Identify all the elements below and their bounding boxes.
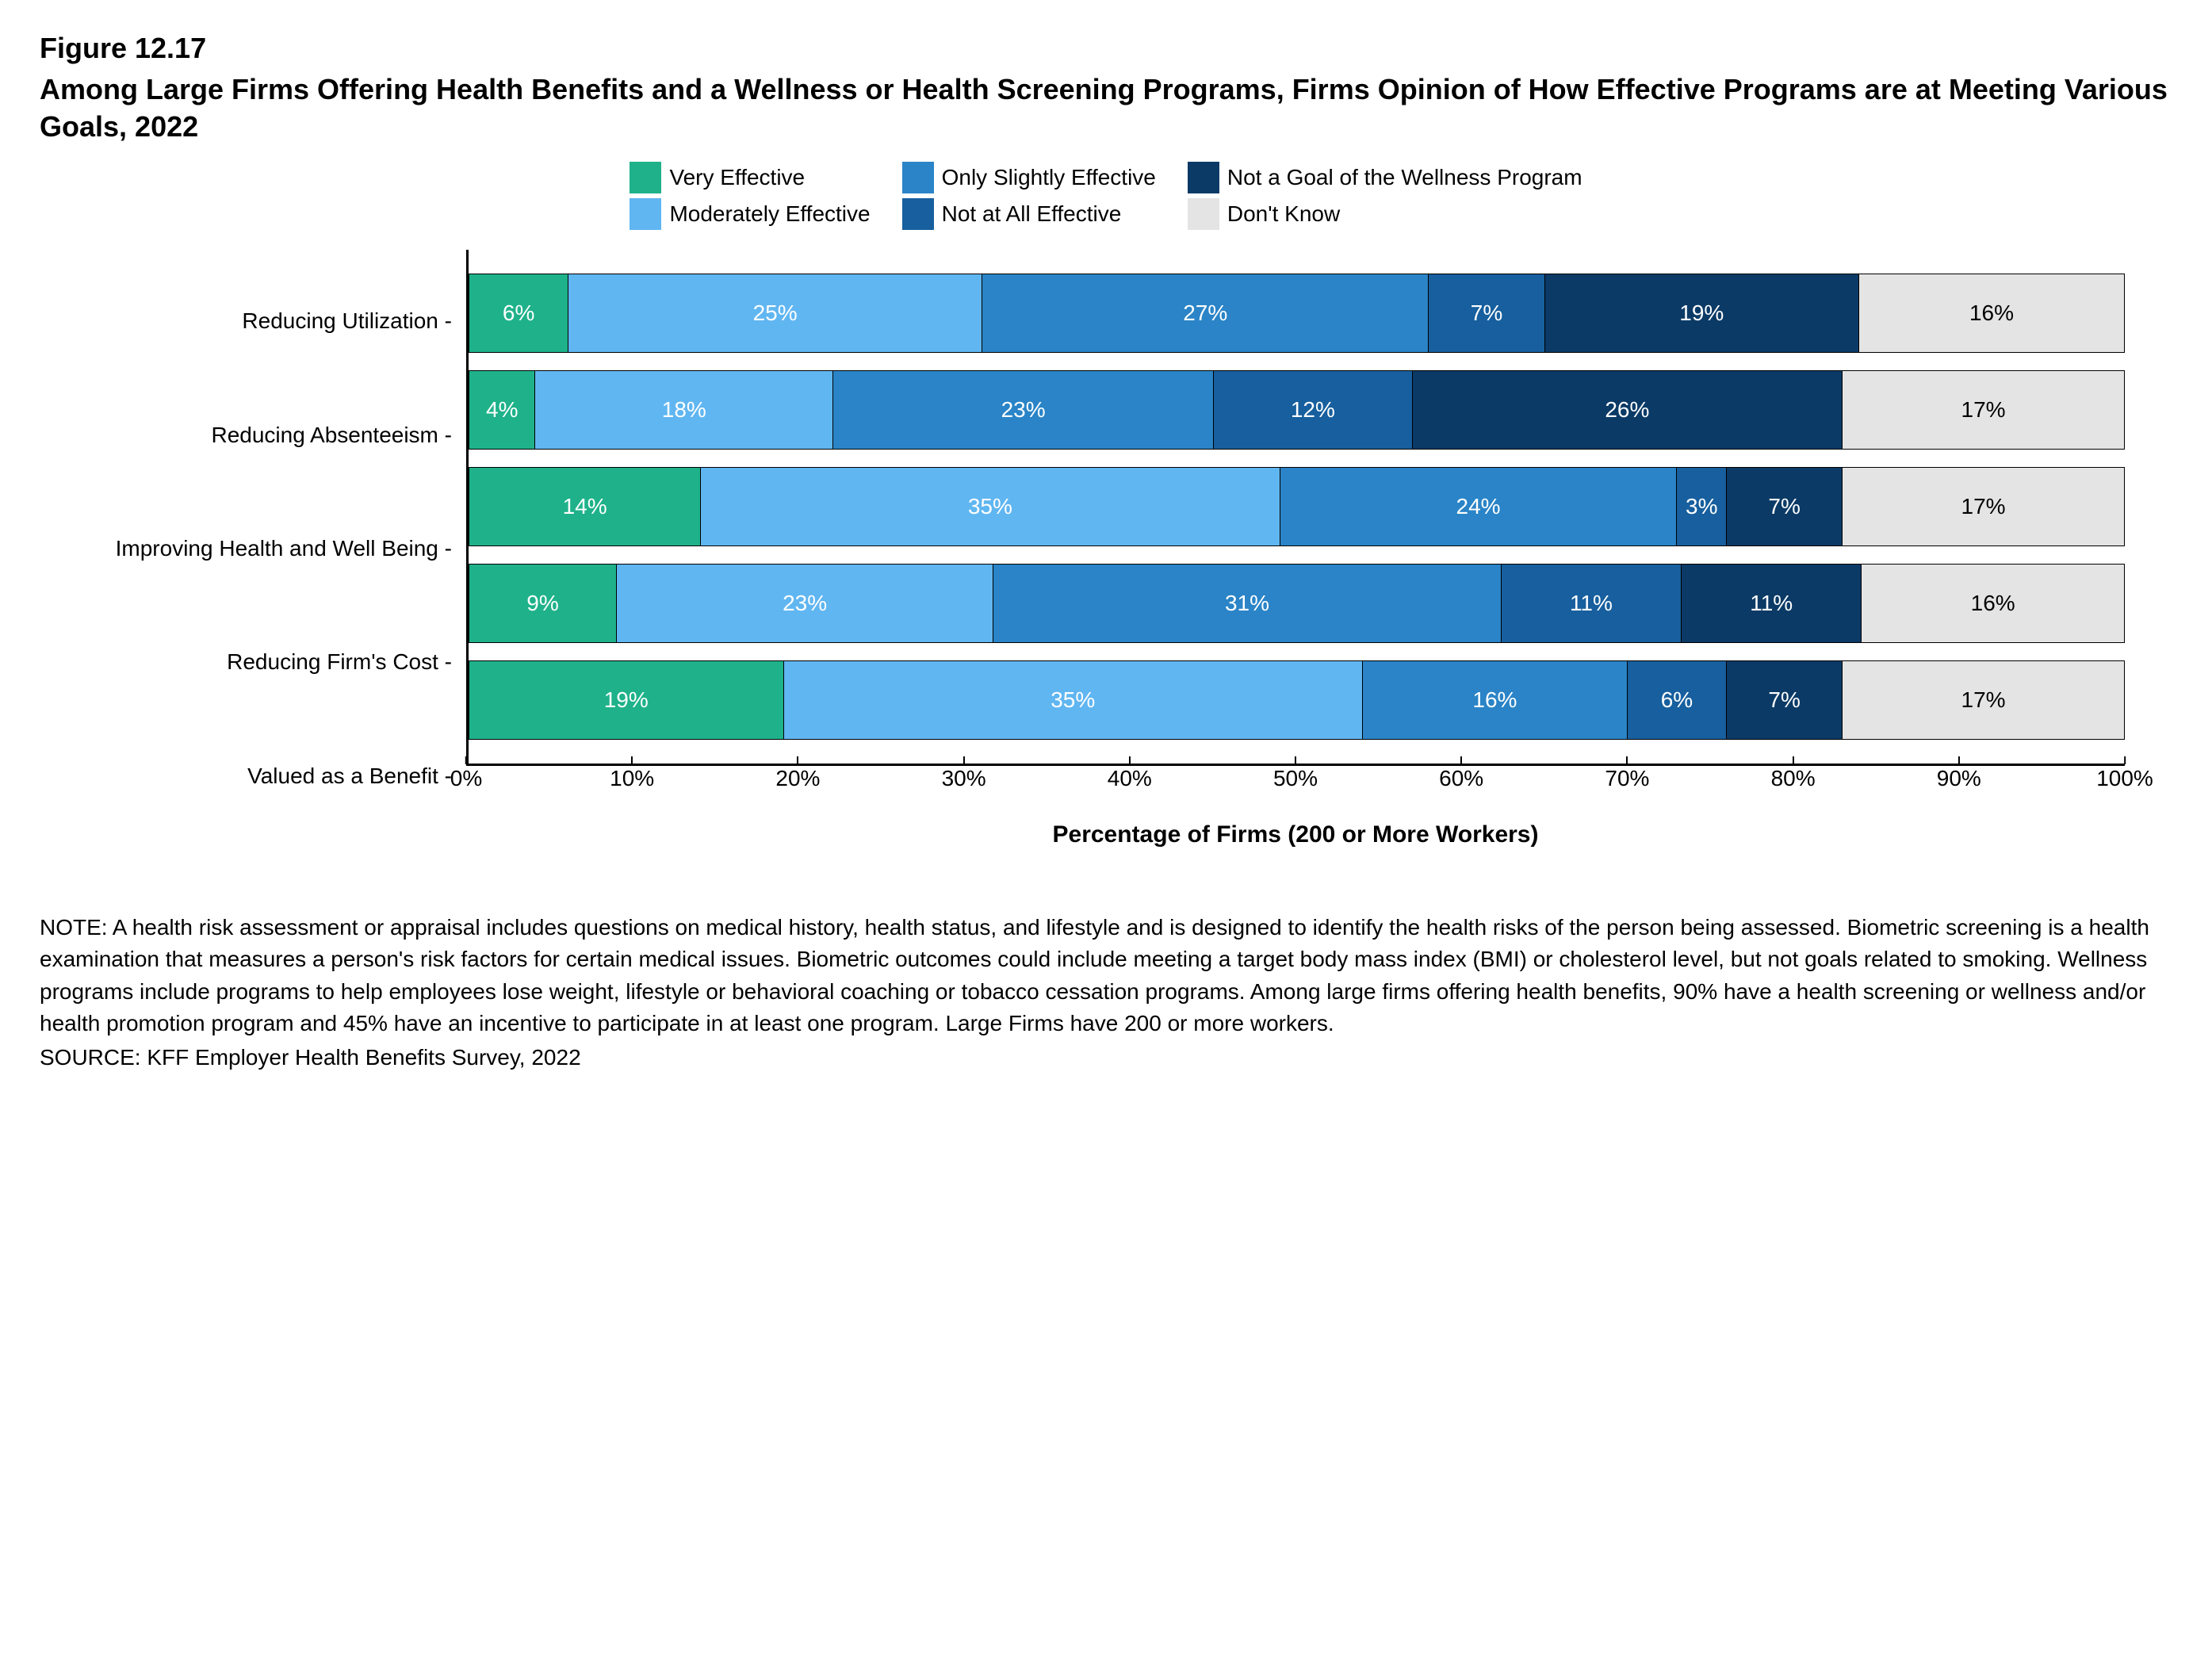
figure-label: Figure 12.17 <box>40 32 2172 65</box>
legend-item: Not at All Effective <box>902 198 1156 230</box>
bar-segment: 17% <box>1843 661 2124 739</box>
legend-label: Not a Goal of the Wellness Program <box>1227 165 1582 190</box>
bar-segment: 7% <box>1429 274 1544 352</box>
bar-segment: 31% <box>993 565 1502 642</box>
category-label: Reducing Absenteeism - <box>40 396 452 475</box>
legend-item: Only Slightly Effective <box>902 162 1156 193</box>
legend-swatch <box>1188 198 1219 230</box>
x-tick: 80% <box>1771 766 1816 791</box>
bar-segment: 17% <box>1843 371 2124 449</box>
x-tick: 0% <box>450 766 482 791</box>
category-label: Valued as a Benefit - <box>40 737 452 816</box>
bar-segment: 18% <box>535 371 833 449</box>
legend-item: Moderately Effective <box>630 198 870 230</box>
bar-segment: 12% <box>1214 371 1412 449</box>
x-tick: 20% <box>775 766 820 791</box>
x-tick: 50% <box>1273 766 1318 791</box>
chart: Reducing Utilization - Reducing Absenteei… <box>40 250 2125 848</box>
bar-segment: 24% <box>1280 468 1678 545</box>
x-tick: 90% <box>1937 766 1981 791</box>
y-axis-labels: Reducing Utilization - Reducing Absenteei… <box>40 250 466 848</box>
legend-label: Only Slightly Effective <box>942 165 1156 190</box>
bar-segment: 16% <box>1862 565 2124 642</box>
legend-swatch <box>630 162 661 193</box>
bar-segment: 7% <box>1727 661 1843 739</box>
category-label: Reducing Firm's Cost - <box>40 622 452 702</box>
bar-segment: 23% <box>617 565 993 642</box>
bar-segment: 6% <box>469 274 568 352</box>
legend-label: Not at All Effective <box>942 201 1122 227</box>
legend-item: Don't Know <box>1188 198 1582 230</box>
bar-segment: 9% <box>469 565 617 642</box>
bar-segment: 4% <box>469 371 535 449</box>
bar-segment: 3% <box>1677 468 1727 545</box>
bar-segment: 35% <box>701 468 1280 545</box>
legend-label: Very Effective <box>669 165 805 190</box>
bar-segment: 14% <box>469 468 701 545</box>
x-tick: 70% <box>1605 766 1649 791</box>
category-label: Improving Health and Well Being - <box>40 509 452 588</box>
bar-segment: 7% <box>1727 468 1843 545</box>
bar-segment: 19% <box>1545 274 1860 352</box>
x-tick: 30% <box>942 766 986 791</box>
bar-segment: 35% <box>784 661 1363 739</box>
legend-item: Not a Goal of the Wellness Program <box>1188 162 1582 193</box>
bar-segment: 27% <box>982 274 1429 352</box>
bar-segment: 25% <box>568 274 982 352</box>
legend-label: Don't Know <box>1227 201 1340 227</box>
x-tick: 10% <box>610 766 654 791</box>
note-text: NOTE: A health risk assessment or apprai… <box>40 912 2172 1040</box>
x-axis-label: Percentage of Firms (200 or More Workers… <box>466 821 2125 848</box>
x-tick: 40% <box>1108 766 1152 791</box>
bar-segment: 11% <box>1682 565 1862 642</box>
bar-segment: 16% <box>1363 661 1628 739</box>
bar-segment: 6% <box>1628 661 1727 739</box>
bar-segment: 17% <box>1843 468 2124 545</box>
legend-label: Moderately Effective <box>669 201 870 227</box>
figure-title: Among Large Firms Offering Health Benefi… <box>40 71 2172 146</box>
bar-segment: 16% <box>1859 274 2124 352</box>
category-label: Reducing Utilization - <box>40 281 452 361</box>
bar-segment: 26% <box>1413 371 1843 449</box>
legend-swatch <box>902 162 934 193</box>
plot-area: 6%25%27%7%19%16%4%18%23%12%26%17%14%35%2… <box>466 250 2125 766</box>
bar-row: 6%25%27%7%19%16% <box>469 274 2125 353</box>
legend: Very Effective Only Slightly Effective Not… <box>40 162 2172 230</box>
bar-row: 4%18%23%12%26%17% <box>469 370 2125 450</box>
source-text: SOURCE: KFF Employer Health Benefits Sur… <box>40 1045 2172 1070</box>
bar-row: 14%35%24%3%7%17% <box>469 467 2125 546</box>
legend-swatch <box>1188 162 1219 193</box>
legend-swatch <box>630 198 661 230</box>
bar-row: 9%23%31%11%11%16% <box>469 564 2125 643</box>
x-axis-ticks: 0%10%20%30%40%50%60%70%80%90%100% <box>466 766 2125 813</box>
bar-segment: 11% <box>1502 565 1682 642</box>
x-tick: 100% <box>2096 766 2153 791</box>
bar-row: 19%35%16%6%7%17% <box>469 660 2125 740</box>
bar-segment: 19% <box>469 661 784 739</box>
legend-swatch <box>902 198 934 230</box>
legend-item: Very Effective <box>630 162 870 193</box>
x-tick: 60% <box>1439 766 1483 791</box>
bar-segment: 23% <box>833 371 1214 449</box>
